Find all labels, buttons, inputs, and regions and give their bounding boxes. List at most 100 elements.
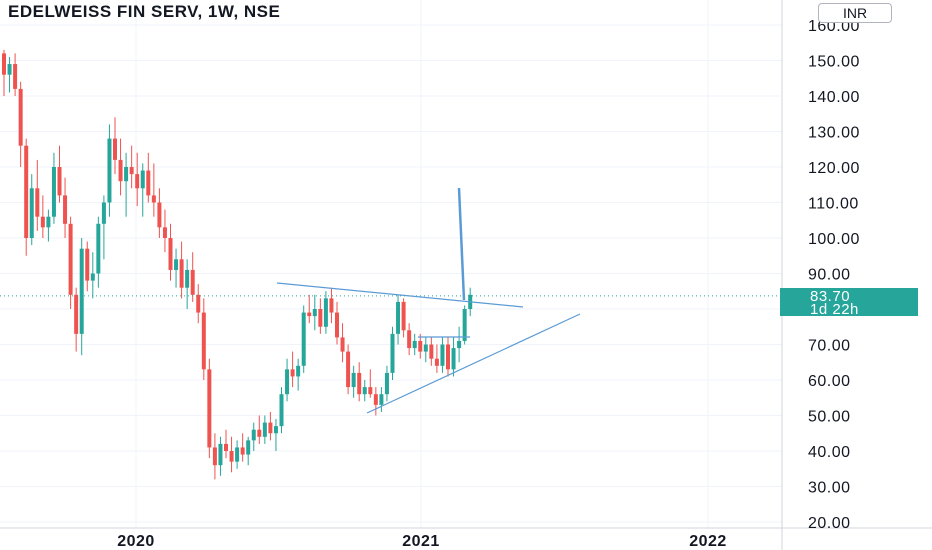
candle-body [362, 387, 367, 395]
candle-body [129, 167, 134, 175]
candle-body [407, 330, 412, 349]
candle [335, 301, 339, 345]
currency-selector[interactable]: INR [818, 3, 892, 23]
candle-body [190, 269, 195, 295]
candle [113, 117, 117, 175]
candle-body [335, 312, 339, 338]
candle-body [151, 195, 156, 203]
candle-body [323, 298, 328, 327]
candle [135, 152, 140, 207]
candle [146, 152, 151, 203]
candle [384, 365, 389, 402]
candle [90, 252, 95, 299]
candle [201, 298, 206, 380]
candle [279, 387, 284, 434]
candle-body [207, 369, 212, 448]
candle-body [307, 312, 312, 317]
candle [157, 188, 162, 238]
trendline-drawing [276, 282, 524, 308]
candle [51, 152, 56, 224]
candle-body [434, 358, 439, 366]
candle-body [7, 64, 12, 75]
candle-body [373, 394, 378, 405]
last-price-tag: 83.70 1d 22h [780, 288, 918, 318]
candle-body [24, 145, 29, 238]
candle-body [101, 202, 106, 224]
candle [85, 241, 90, 292]
last-price-value: 83.70 [810, 288, 851, 305]
candle [251, 422, 256, 451]
candle-body [135, 174, 140, 189]
candle [46, 209, 51, 242]
candle [229, 436, 234, 473]
candle-body [379, 394, 384, 405]
candle [57, 145, 62, 203]
candle-body [318, 309, 323, 327]
candle-body [351, 372, 356, 388]
candle-body [201, 312, 206, 370]
candle [179, 241, 184, 299]
candle-body [329, 298, 334, 313]
candle-body [346, 351, 351, 388]
candle-body [18, 88, 23, 146]
candle [412, 333, 417, 356]
candle-body [290, 369, 295, 377]
candle [168, 223, 173, 281]
candle [13, 53, 18, 96]
candle-body [140, 170, 145, 189]
candle-body [63, 195, 68, 224]
candle [74, 287, 79, 352]
candle [346, 344, 351, 395]
x-tick-label: 2022 [689, 533, 727, 550]
y-tick-label: 100.00 [808, 231, 860, 248]
candle-body [451, 348, 456, 370]
candle-body [35, 188, 40, 217]
candle-body [235, 447, 240, 462]
candle-body [312, 309, 317, 317]
candle [224, 429, 228, 459]
candle-body [418, 340, 423, 352]
bar-countdown: 1d 22h [810, 301, 859, 318]
candle-body [107, 138, 112, 203]
candle-body [429, 344, 434, 359]
trendline-drawing [366, 313, 581, 414]
candle [457, 326, 462, 363]
candle-body [296, 365, 301, 377]
candle [446, 337, 450, 377]
candle-body [79, 248, 84, 334]
candle-body [446, 344, 450, 370]
candle-body [168, 238, 173, 270]
candle [235, 440, 240, 469]
candle [7, 56, 12, 93]
y-tick-label: 50.00 [808, 409, 851, 426]
candle-body [412, 340, 417, 349]
candle-body [257, 429, 262, 437]
candle-body [229, 451, 234, 462]
candle-body [240, 447, 245, 455]
candle-body [401, 301, 406, 331]
candle [318, 298, 323, 334]
candle-body [96, 223, 101, 274]
candle-body [40, 216, 45, 228]
candle [107, 124, 112, 217]
candle [285, 358, 290, 402]
candle [246, 436, 251, 466]
candle-body [368, 387, 373, 395]
candle-body [251, 429, 256, 441]
candle [79, 238, 84, 356]
candle [407, 323, 412, 356]
candle [101, 195, 106, 260]
x-tick-label: 2020 [117, 533, 155, 550]
candle [151, 163, 156, 217]
candle [434, 344, 439, 373]
candle [185, 259, 190, 309]
y-tick-label: 70.00 [808, 338, 851, 355]
candle [207, 358, 212, 459]
candle [63, 177, 68, 238]
candle [96, 216, 101, 288]
candle-body [74, 294, 79, 334]
candle [323, 291, 328, 334]
candle-body [285, 369, 290, 395]
candle [18, 81, 23, 167]
